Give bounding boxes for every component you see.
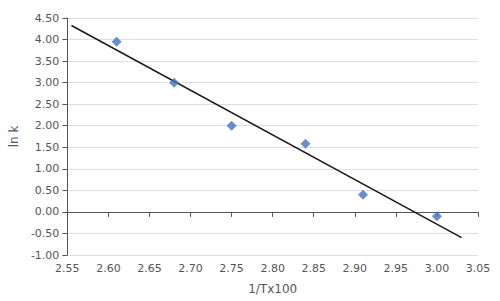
svg-text:1.50: 1.50 (35, 141, 60, 154)
svg-text:2.50: 2.50 (35, 98, 60, 111)
svg-text:2.95: 2.95 (384, 262, 409, 275)
svg-text:4.00: 4.00 (35, 33, 60, 46)
svg-text:2.80: 2.80 (260, 262, 285, 275)
svg-text:4.50: 4.50 (35, 12, 60, 25)
svg-text:0.00: 0.00 (35, 205, 60, 218)
svg-text:2.60: 2.60 (96, 262, 121, 275)
svg-text:3.00: 3.00 (35, 76, 60, 89)
svg-text:3.50: 3.50 (35, 55, 60, 68)
svg-text:-1.00: -1.00 (31, 249, 59, 262)
svg-text:2.70: 2.70 (178, 262, 203, 275)
svg-text:2.85: 2.85 (301, 262, 326, 275)
svg-text:2.00: 2.00 (35, 119, 60, 132)
svg-text:0.50: 0.50 (35, 184, 60, 197)
svg-text:1.00: 1.00 (35, 162, 60, 175)
svg-text:2.55: 2.55 (55, 262, 80, 275)
svg-text:2.90: 2.90 (343, 262, 368, 275)
svg-text:2.65: 2.65 (137, 262, 162, 275)
svg-text:ln k: ln k (7, 126, 21, 148)
svg-text:2.75: 2.75 (219, 262, 244, 275)
svg-text:-0.50: -0.50 (31, 227, 59, 240)
svg-text:3.00: 3.00 (425, 262, 450, 275)
svg-text:3.05: 3.05 (466, 262, 491, 275)
svg-text:1/Tx100: 1/Tx100 (248, 282, 297, 296)
